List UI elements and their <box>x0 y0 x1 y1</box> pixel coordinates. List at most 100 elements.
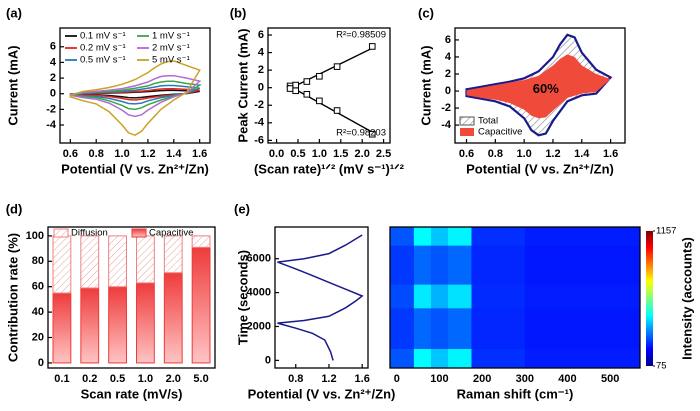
x-tick-label: 2.0 <box>166 373 181 385</box>
y-tick-label: 20 <box>32 331 44 343</box>
heatmap-cell <box>390 284 415 309</box>
legend-swatch <box>53 228 69 238</box>
x-tick-label: 400 <box>558 373 576 385</box>
bar-segment <box>108 286 127 364</box>
y-tick-label: 4 <box>50 56 57 68</box>
heatmap-cell <box>471 245 526 285</box>
heatmap-cell <box>413 245 432 285</box>
legend-swatch <box>131 228 147 238</box>
y-tick-label: 2000 <box>247 320 271 332</box>
legend-label: 0.5 mV s⁻¹ <box>80 55 126 66</box>
x-tick-label: 0.2 <box>82 373 97 385</box>
heatmap-cell <box>524 307 640 350</box>
heatmap-cell <box>430 348 449 368</box>
bar-segment <box>191 235 211 248</box>
x-tick-label: 0 <box>394 373 400 385</box>
x-tick-label: 0.5 <box>110 373 125 385</box>
y-tick-label: 6 <box>50 41 56 53</box>
y-tick-label: 100 <box>26 230 44 242</box>
heatmap-cell <box>430 245 449 285</box>
heatmap-cell <box>430 227 449 246</box>
data-point <box>316 72 323 80</box>
x-tick-label: 0.5 <box>290 148 305 160</box>
y-tick-label: -2 <box>254 99 264 111</box>
legend-swatch <box>460 128 474 136</box>
x-axis-label: Potential (V vs. Zn²⁺/Zn) <box>248 386 396 401</box>
x-tick-label: 0.8 <box>288 373 303 385</box>
x-tick-label: 0.6 <box>459 148 474 160</box>
y-tick-label: -2 <box>441 102 451 114</box>
data-point <box>333 63 341 70</box>
legend-label: Diffusion <box>71 228 108 239</box>
heatmap-cell <box>524 348 640 368</box>
heatmap-cell <box>413 307 432 350</box>
bar-segment <box>80 287 100 364</box>
heatmap <box>390 227 640 368</box>
bar-segment <box>136 235 155 284</box>
panel-label: (b) <box>230 5 247 20</box>
y-tick-label: 2 <box>50 72 56 84</box>
y-tick-label: 0 <box>38 357 44 369</box>
y-tick-label: 2 <box>258 64 264 76</box>
y-axis-label: Time (seconds) <box>235 250 250 345</box>
data-point <box>316 97 323 105</box>
fit-line <box>287 46 375 91</box>
y-tick-label: 0 <box>50 88 56 100</box>
fit-annotation: R²=0.98203 <box>336 128 386 139</box>
y-tick-label: 0 <box>258 82 264 94</box>
legend-swatch <box>459 116 475 126</box>
heatmap-cell <box>448 227 472 246</box>
x-axis-label: Raman shift (cm⁻¹) <box>457 386 574 401</box>
panel-label: (c) <box>418 5 434 20</box>
panel-label: (e) <box>234 201 250 216</box>
data-point <box>333 107 341 114</box>
colorbar-tick-label: 1157 <box>656 226 676 237</box>
heatmap-cell <box>413 284 432 309</box>
x-tick-label: 100 <box>430 373 448 385</box>
y-tick-label: 2 <box>445 68 451 80</box>
x-tick-label: 1.6 <box>192 148 207 160</box>
x-tick-label: 1.4 <box>166 148 182 160</box>
heatmap-cell <box>471 284 526 309</box>
x-tick-label: 1.6 <box>603 148 618 160</box>
heatmap-cell <box>413 348 432 368</box>
y-tick-label: 40 <box>32 306 44 318</box>
legend-label: 0.1 mV s⁻¹ <box>80 31 126 42</box>
y-tick-label: 4000 <box>247 286 271 298</box>
x-tick-label: 1.5 <box>333 148 348 160</box>
fit-line <box>287 84 375 134</box>
panel-label: (a) <box>6 5 22 20</box>
plot-frame <box>267 27 391 144</box>
y-tick-label: 6 <box>258 29 264 41</box>
series-line <box>69 84 200 105</box>
x-tick-label: 200 <box>473 373 491 385</box>
y-tick-label: 60 <box>32 281 44 293</box>
plot-frame <box>59 27 211 144</box>
y-tick-label: -4 <box>46 119 57 131</box>
y-tick-label: -2 <box>46 103 56 115</box>
x-tick-label: 1.0 <box>312 148 327 160</box>
x-axis-label: Potential (V vs. Zn²⁺/Zn) <box>466 161 614 176</box>
area-annotation: 60% <box>533 81 559 96</box>
x-axis-label: Scan rate (mV/s) <box>81 386 183 401</box>
bar-segment <box>80 235 100 289</box>
data-point <box>286 85 294 92</box>
y-tick-label: 80 <box>32 255 44 267</box>
panel-label: (d) <box>6 201 23 216</box>
legend-label: 5 mV s⁻¹ <box>152 55 190 66</box>
heatmap-cell <box>448 348 472 368</box>
heatmap-cell <box>448 245 472 285</box>
data-point <box>368 43 376 50</box>
plot-frame <box>389 226 641 369</box>
heatmap-cell <box>390 227 415 246</box>
x-tick-label: 0.6 <box>63 148 78 160</box>
colorbar <box>646 231 653 366</box>
plot-frame <box>454 27 626 144</box>
series-line <box>69 74 202 118</box>
bar-segment <box>163 235 183 274</box>
legend-label: Capacitive <box>149 228 193 239</box>
x-tick-label: 1.4 <box>574 148 590 160</box>
x-tick-label: 1.0 <box>138 373 153 385</box>
x-tick-label: 0.8 <box>89 148 104 160</box>
x-tick-label: 1.0 <box>517 148 532 160</box>
